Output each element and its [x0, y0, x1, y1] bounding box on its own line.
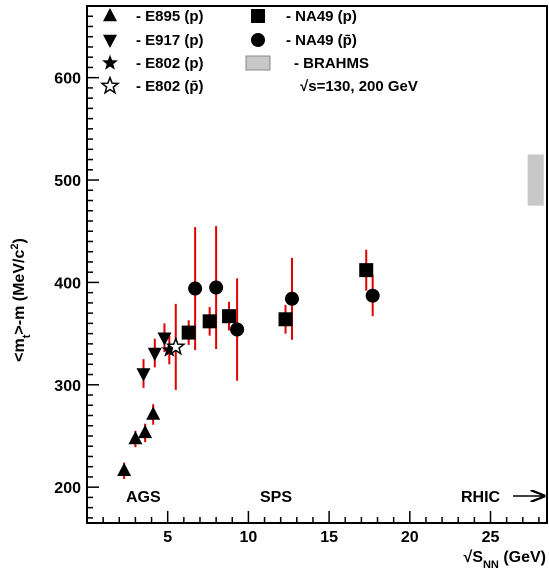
- data-point: [181, 325, 196, 340]
- data-point: [165, 336, 186, 356]
- data-point: [284, 291, 299, 306]
- data-point: [230, 322, 245, 337]
- data-point: [147, 347, 162, 362]
- legend-marker: [251, 9, 265, 23]
- y-tick-label: 400: [54, 275, 81, 292]
- plot-frame: [86, 5, 548, 524]
- legend-label: - E895 (p): [136, 8, 204, 25]
- region-label-ags: AGS: [126, 489, 161, 506]
- brahms-band: [527, 154, 544, 206]
- data-point: [222, 309, 237, 324]
- y-axis-label: <mt>-m (MeV/c2): [9, 238, 33, 362]
- data-point: [157, 332, 172, 346]
- legend-marker: [245, 55, 271, 71]
- legend-label: - E917 (p): [136, 32, 204, 49]
- x-axis-label: √SNN (GeV): [464, 549, 546, 570]
- legend-marker: [251, 33, 265, 47]
- data-point: [146, 406, 161, 420]
- data-point: [128, 431, 143, 445]
- x-tick-label: 20: [401, 529, 419, 546]
- data-point: [188, 281, 203, 296]
- y-tick-label: 300: [54, 378, 81, 395]
- legend-label: - NA49 (p̄): [286, 32, 357, 49]
- data-point: [117, 462, 132, 477]
- legend-marker: [102, 54, 118, 70]
- y-tick-label: 200: [54, 480, 81, 497]
- y-tick-label: 500: [54, 173, 81, 190]
- legend-label: - E802 (p): [136, 55, 204, 72]
- data-point: [202, 314, 217, 329]
- legend-label: - NA49 (p): [286, 8, 357, 25]
- legend-marker: [99, 75, 121, 95]
- x-tick-label: 25: [482, 529, 500, 546]
- data-point: [209, 280, 224, 295]
- legend-label: - BRAHMS: [294, 55, 369, 72]
- data-point: [278, 312, 293, 327]
- legend-marker: [103, 34, 117, 49]
- legend-marker: [103, 7, 117, 22]
- x-tick-label: 15: [320, 529, 338, 546]
- region-label-rhic: RHIC: [461, 489, 501, 506]
- data-point: [136, 368, 151, 382]
- region-label-sps: SPS: [260, 489, 292, 506]
- x-tick-label: 5: [163, 529, 172, 546]
- data-point: [359, 263, 374, 278]
- legend-note: √s=130, 200 GeV: [300, 78, 418, 95]
- data-point: [138, 424, 153, 439]
- legend-label: - E802 (p̄): [136, 78, 204, 95]
- x-tick-label: 10: [240, 529, 258, 546]
- data-point: [161, 341, 178, 357]
- y-tick-label: 600: [54, 71, 81, 88]
- data-point: [365, 288, 380, 303]
